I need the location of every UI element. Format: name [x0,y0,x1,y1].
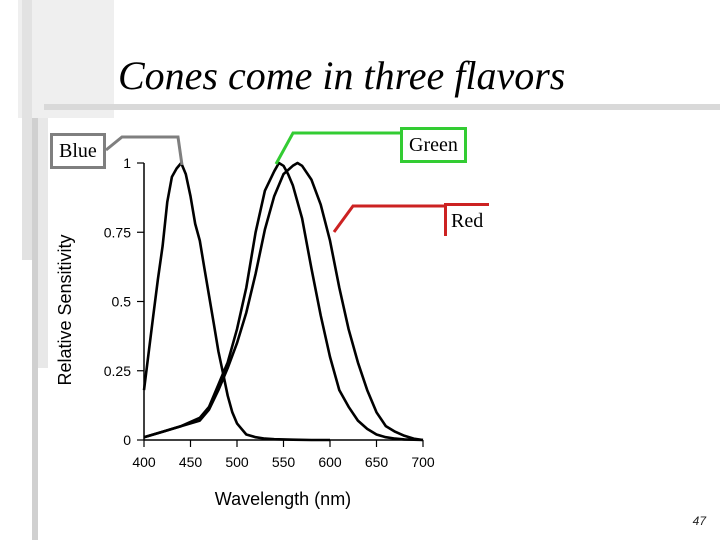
callout-green: Green [400,127,467,163]
slide-left-edge-bar [32,118,38,540]
y-axis-label: Relative Sensitivity [55,234,75,385]
red-connector [332,204,446,233]
slide-left-decoration-dark [22,0,32,260]
x-tick-label: 500 [225,454,249,470]
y-tick-label: 1 [123,155,131,171]
x-tick-label: 400 [132,454,156,470]
callout-blue: Blue [50,133,106,169]
blue-cone-curve [142,161,330,442]
callout-connectors [105,131,446,233]
x-tick-label: 700 [411,454,435,470]
slide-title: Cones come in three flavors [118,53,566,98]
green-cone-curve [143,161,424,442]
y-tick-label: 0.25 [104,363,131,379]
blue-connector [105,135,184,166]
red-cone-curve [143,161,424,442]
x-tick-label: 650 [365,454,389,470]
y-tick-label: 0 [123,432,131,448]
slide-left-decoration [18,0,114,118]
y-tick-label: 0.75 [104,224,131,240]
title-underline [44,104,720,110]
green-connector [274,131,402,165]
x-axis-label: Wavelength (nm) [215,489,351,509]
chart-axes: 0 0.25 0.5 0.75 1 400 450 500 550 600 650 700 [104,155,435,470]
chart-curves [142,161,424,442]
y-tick-label: 0.5 [112,294,132,310]
callout-red: Red [444,203,490,236]
page-number: 47 [692,514,706,528]
x-tick-label: 450 [179,454,203,470]
x-tick-label: 600 [318,454,342,470]
x-tick-label: 550 [272,454,296,470]
slide-left-panel [38,118,48,368]
